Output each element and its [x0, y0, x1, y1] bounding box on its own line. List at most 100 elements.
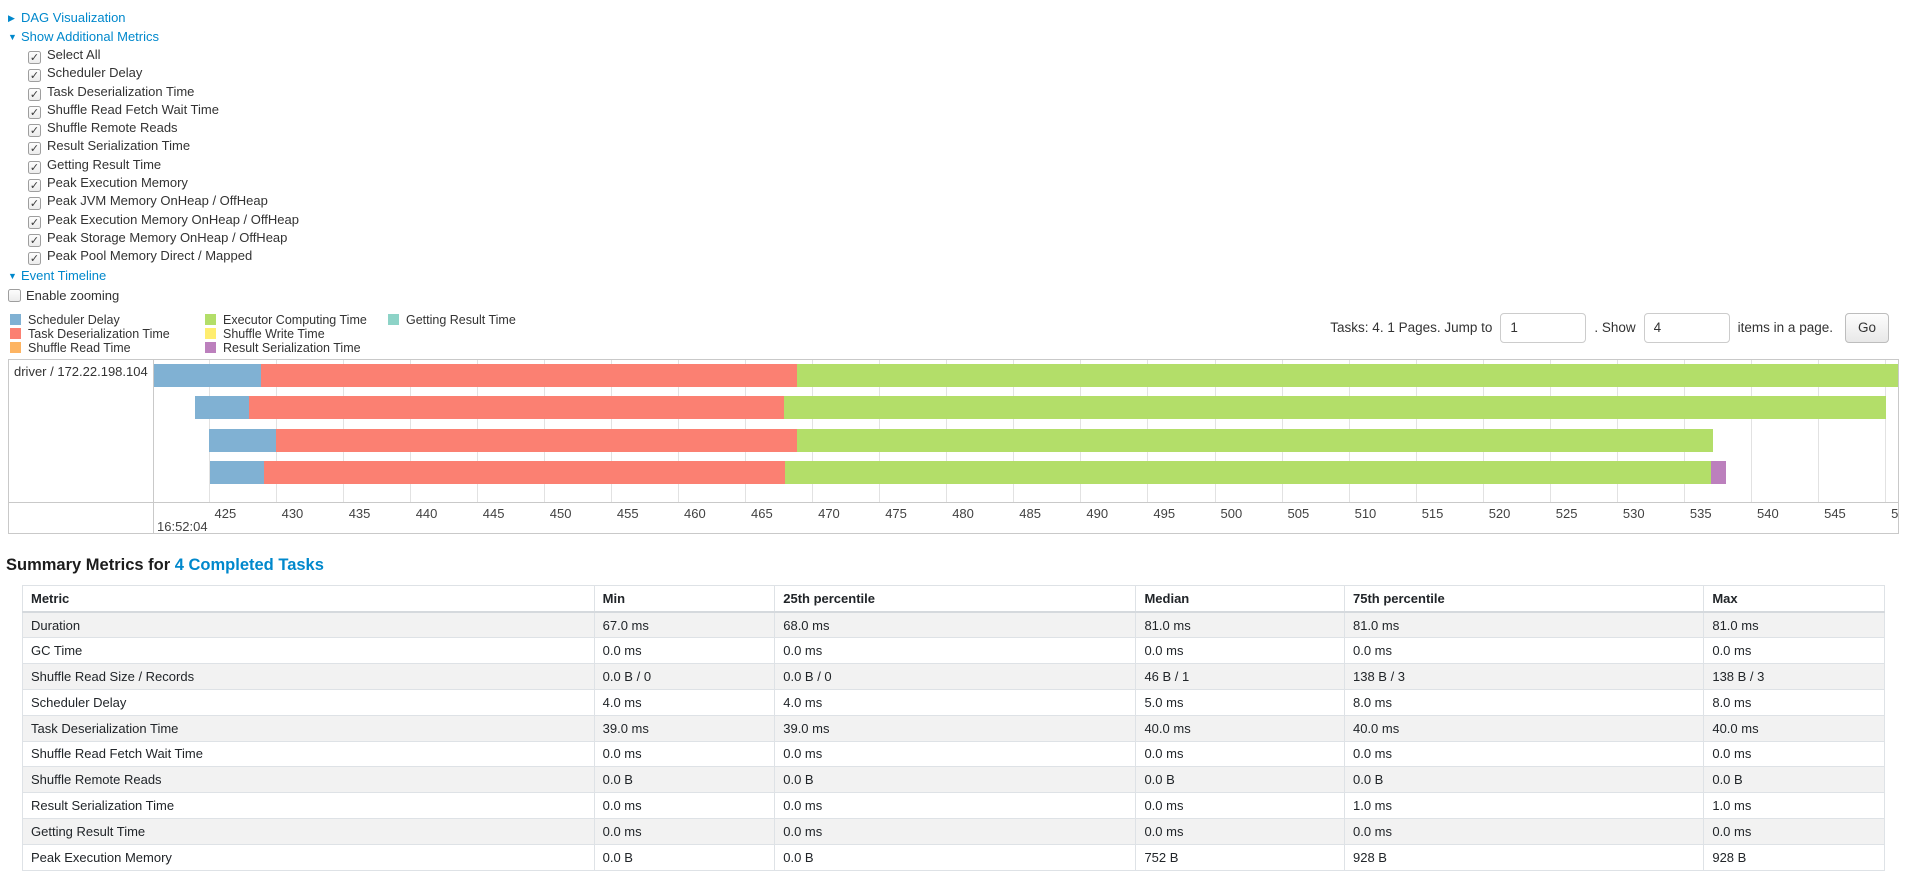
legend-label: Task Deserialization Time [28, 326, 170, 341]
timeline-controls: Scheduler Delay Task Deserialization Time… [8, 311, 1899, 359]
checkbox-icon[interactable]: ✓ [28, 215, 41, 229]
task-bar-segment-task_deserialization[interactable] [248, 396, 784, 420]
metric-value-cell: 0.0 ms [1135, 817, 1345, 845]
go-button[interactable]: Go [1844, 312, 1889, 343]
metric-value-cell: 0.0 B [1343, 766, 1705, 794]
metric-value-cell: 0.0 ms [1135, 637, 1345, 665]
metric-value-cell: 0.0 ms [593, 637, 776, 665]
task-bar-segment-scheduler_delay[interactable] [209, 461, 264, 485]
metric-value-cell: 1.0 ms [1343, 792, 1705, 819]
checkbox-icon[interactable]: ✓ [28, 179, 41, 193]
axis-tick-label: 550 [1891, 505, 1898, 521]
checkbox-icon[interactable]: ✓ [28, 105, 41, 119]
checkbox-icon[interactable]: ✓ [28, 87, 41, 101]
metric-value-cell: 46 B / 1 [1135, 663, 1345, 690]
checkbox-icon[interactable]: ✓ [28, 124, 41, 138]
task-bar-segment-task_deserialization[interactable] [275, 428, 798, 452]
metric-option[interactable]: ✓ Shuffle Remote Reads [28, 119, 1899, 138]
metric-option-label: Result Serialization Time [47, 138, 191, 154]
axis-tick-label: 505 [1287, 505, 1310, 521]
dag-visualization-toggle[interactable]: ▶ DAG Visualization [8, 9, 1899, 27]
metric-option[interactable]: ✓ Select All [28, 46, 1899, 64]
checkbox-icon[interactable]: ✓ [28, 160, 41, 174]
axis-tick-label: 475 [885, 505, 907, 521]
show-additional-metrics-label: Show Additional Metrics [21, 29, 160, 44]
checkbox-icon[interactable]: ✓ [28, 142, 41, 156]
metric-option[interactable]: ✓ Peak JVM Memory OnHeap / OffHeap [28, 192, 1899, 211]
metric-option[interactable]: ✓ Result Serialization Time [28, 137, 1899, 156]
axis-tick-label: 425 [214, 505, 237, 521]
table-row: Peak Execution Memory 0.0 B 0.0 B 752 B 928 … [22, 843, 1885, 871]
metric-option[interactable]: ✓ Shuffle Read Fetch Wait Time [28, 101, 1899, 119]
axis-tick-label: 445 [482, 505, 505, 521]
task-pagination: Tasks: 4. 1 Pages. Jump to . Show items … [1326, 311, 1889, 345]
metric-value-cell: 81.0 ms [1135, 611, 1345, 639]
task-bar-segment-result_serialization[interactable] [1710, 461, 1726, 485]
enable-zooming-label: Enable zooming [26, 287, 120, 303]
metric-value-cell: 0.0 B [1135, 766, 1345, 794]
table-row: Shuffle Read Fetch Wait Time 0.0 ms 0.0 ms… [22, 740, 1885, 768]
metric-value-cell: 0.0 ms [593, 817, 776, 845]
metric-value-cell: 40.0 ms [1703, 714, 1885, 742]
legend-swatch-icon [388, 313, 399, 325]
summary-column-header: Median [1135, 584, 1345, 614]
metric-option-label: Peak Execution Memory [47, 175, 188, 191]
timeline-group-cell: driver / 172.22.198.104 [9, 360, 153, 502]
task-bar-segment-executor_computing[interactable] [785, 461, 1711, 485]
completed-tasks-link[interactable]: 4 Completed Tasks [174, 555, 324, 574]
legend-swatch-icon [205, 342, 216, 354]
task-bar-segment-task_deserialization[interactable] [263, 461, 786, 485]
metric-option[interactable]: ✓ Peak Execution Memory OnHeap / OffHeap [28, 211, 1899, 229]
checkbox-icon[interactable]: ✓ [28, 69, 41, 83]
task-bar-segment-scheduler_delay[interactable] [153, 363, 261, 387]
legend-item: Executor Computing Time [205, 313, 388, 327]
event-timeline-toggle[interactable]: ▼ Event Timeline [8, 267, 1899, 285]
dag-visualization-label: DAG Visualization [21, 10, 126, 25]
table-row: Shuffle Read Size / Records 0.0 B / 0 0.0 … [22, 663, 1885, 690]
legend-label: Result Serialization Time [223, 341, 361, 356]
table-row: Scheduler Delay 4.0 ms 4.0 ms 5.0 ms 8.0 ms 8… [22, 688, 1885, 716]
enable-zooming-row[interactable]: Enable zooming [8, 287, 1899, 305]
metric-option[interactable]: ✓ Scheduler Delay [28, 64, 1899, 83]
timeline-gridline [1751, 359, 1752, 502]
axis-tick-label: 515 [1421, 505, 1444, 521]
axis-tick-label: 430 [281, 505, 304, 521]
metric-value-cell: 8.0 ms [1343, 688, 1705, 716]
metric-name-cell: Shuffle Remote Reads [22, 766, 595, 794]
task-bar-segment-scheduler_delay[interactable] [208, 428, 276, 452]
axis-tick-label: 485 [1019, 505, 1041, 521]
metric-option[interactable]: ✓ Peak Execution Memory [28, 174, 1899, 193]
metric-value-cell: 0.0 B [593, 766, 776, 794]
legend-label: Shuffle Write Time [223, 326, 325, 341]
timeline-legend: Scheduler Delay Task Deserialization Time… [10, 313, 516, 356]
metric-name-cell: Shuffle Read Size / Records [22, 663, 595, 690]
task-bar-segment-executor_computing[interactable] [797, 363, 1898, 387]
timeline-gridline [1818, 359, 1820, 502]
jump-to-page-input[interactable] [1500, 312, 1587, 343]
legend-column: Scheduler Delay Task Deserialization Time… [10, 313, 205, 356]
task-bar-segment-executor_computing[interactable] [783, 396, 1887, 420]
checkbox-icon[interactable]: ✓ [28, 233, 41, 247]
legend-item: Getting Result Time [388, 313, 516, 327]
metric-value-cell: 81.0 ms [1703, 611, 1885, 639]
checkbox-icon[interactable]: ✓ [28, 252, 41, 266]
task-bar-segment-task_deserialization[interactable] [260, 363, 798, 387]
table-row: Duration 67.0 ms 68.0 ms 81.0 ms 81.0 ms 81.0… [22, 611, 1885, 639]
timeline-axis: 425 430 435 440 445 450 455 460 465 470 475 480 485 4… [9, 501, 1898, 533]
show-additional-metrics-toggle[interactable]: ▼ Show Additional Metrics [8, 28, 1899, 46]
axis-tick-label: 465 [751, 505, 773, 521]
task-bar-segment-executor_computing[interactable] [797, 428, 1714, 452]
task-bar-segment-scheduler_delay[interactable] [195, 396, 249, 420]
checkbox-icon[interactable]: ✓ [28, 51, 41, 64]
metric-option[interactable]: ✓ Peak Storage Memory OnHeap / OffHeap [28, 229, 1899, 247]
checkbox-icon[interactable]: ✓ [28, 197, 41, 211]
summary-column-header: Metric [22, 584, 595, 614]
enable-zooming-checkbox[interactable] [8, 288, 21, 302]
table-row: Task Deserialization Time 39.0 ms 39.0 ms 4… [22, 714, 1885, 742]
metric-value-cell: 0.0 ms [593, 740, 776, 768]
items-per-page-input[interactable] [1643, 312, 1730, 343]
metric-option[interactable]: ✓ Peak Pool Memory Direct / Mapped [28, 247, 1899, 266]
metric-option[interactable]: ✓ Getting Result Time [28, 156, 1899, 174]
axis-tick-label: 470 [818, 505, 840, 521]
metric-option[interactable]: ✓ Task Deserialization Time [28, 83, 1899, 101]
